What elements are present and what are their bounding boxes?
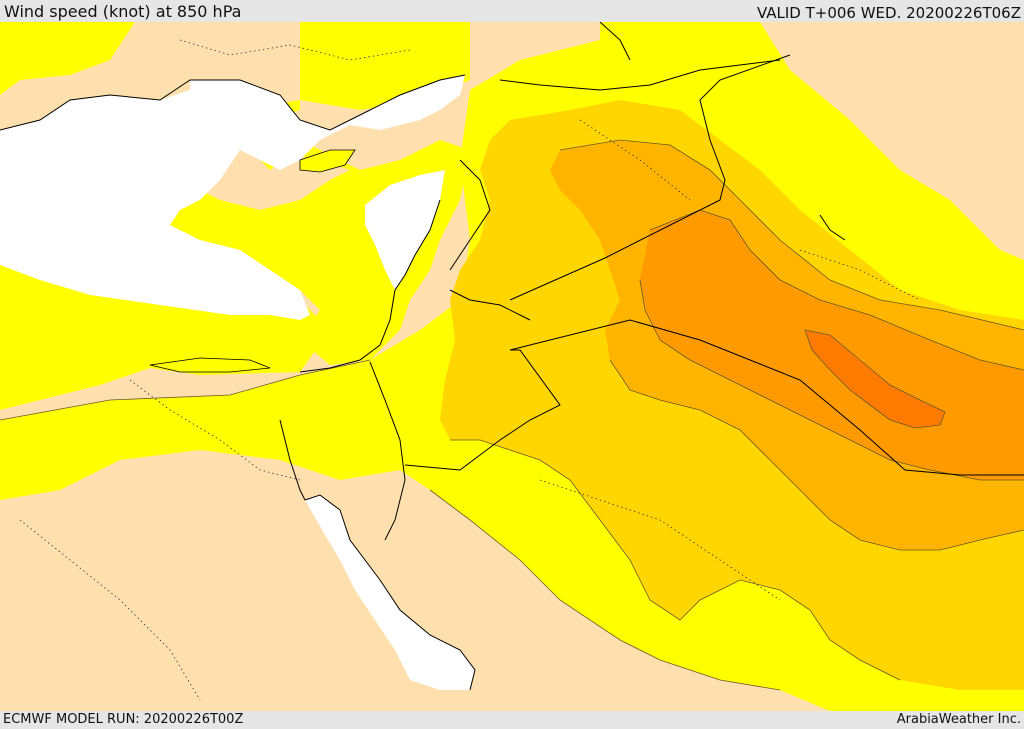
- wind-contours: [0, 139, 1024, 691]
- header-bar: Wind speed (knot) at 850 hPa VALID T+006…: [0, 0, 1024, 22]
- wind-speed-map[interactable]: [0, 22, 1024, 711]
- country-borders: [0, 22, 1024, 691]
- valid-time-label: VALID T+006 WED. 20200226T06Z: [756, 4, 1021, 22]
- footer-bar: ECMWF MODEL RUN: 20200226T00Z ArabiaWeat…: [0, 711, 1024, 729]
- model-run-label: ECMWF MODEL RUN: 20200226T00Z: [3, 712, 244, 727]
- wind-band-5: [805, 330, 945, 428]
- islands: [149, 149, 356, 373]
- red-sea: [305, 495, 475, 690]
- admin-boundaries: [19, 39, 921, 701]
- levant-basin: [365, 170, 445, 290]
- credit-label: ArabiaWeather Inc.: [896, 712, 1021, 727]
- mediterranean-sea: [0, 75, 465, 320]
- map-title: Wind speed (knot) at 850 hPa: [4, 2, 242, 21]
